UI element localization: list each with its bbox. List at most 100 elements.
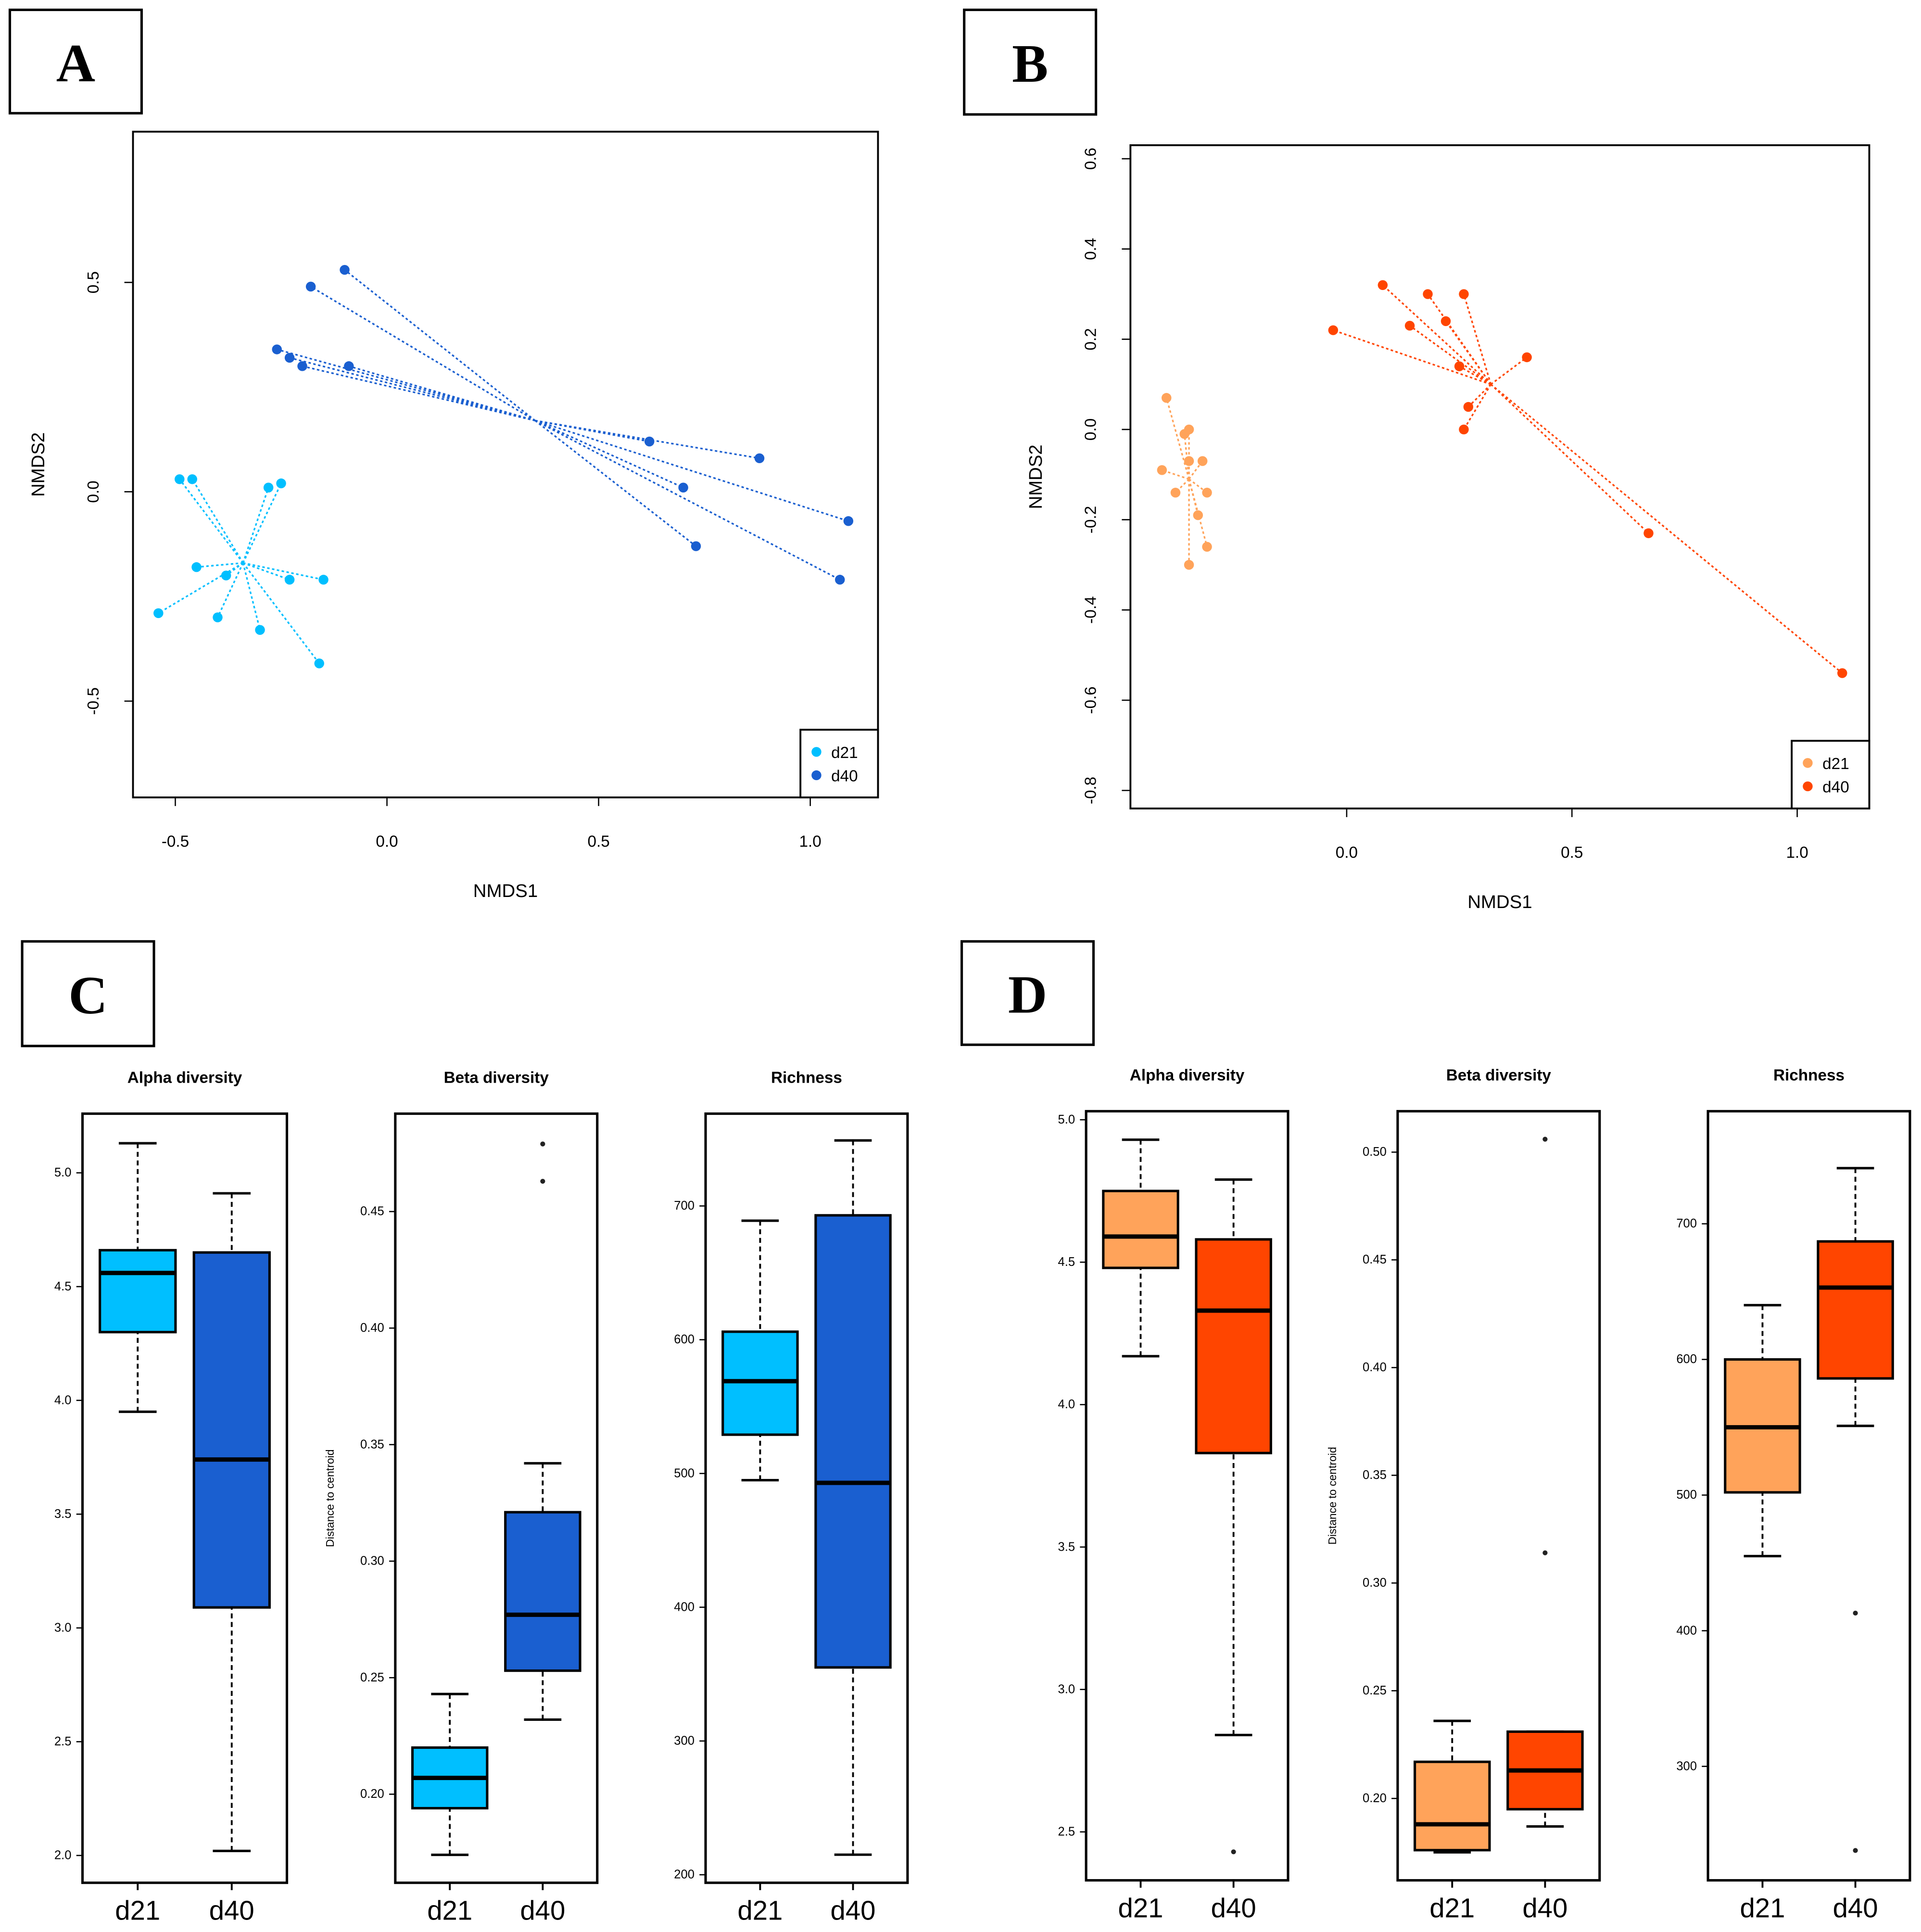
x-tick-label: d40 (1522, 1893, 1567, 1923)
y-tick-label: 200 (674, 1868, 695, 1881)
spider-line-d21 (226, 562, 244, 576)
panel-label-box (8, 8, 143, 114)
outlier-point (1231, 1849, 1236, 1855)
y-tick-label: 0.5 (85, 271, 102, 293)
legend-marker-d21 (811, 747, 821, 757)
point-d21 (1202, 542, 1212, 552)
plot-frame (1129, 144, 1870, 809)
point-d40 (1423, 289, 1433, 299)
legend-marker-d21 (1803, 758, 1813, 768)
point-d40 (272, 344, 282, 354)
point-d21 (213, 612, 223, 622)
boxplot-D-beta-diversity: Beta diversity 0.20 0.25 0.30 0.35 0.40 0.45 0.… (1326, 1066, 1601, 1923)
plot-frame (704, 1112, 909, 1884)
point-d40 (284, 353, 295, 363)
outlier-point (1542, 1550, 1548, 1555)
panel-label-A: A (8, 8, 143, 114)
point-d40 (843, 516, 854, 526)
point-d21 (221, 570, 231, 581)
spider-line-d21 (242, 562, 324, 581)
y-tick-label: 0.45 (360, 1205, 384, 1218)
box-d40 (192, 1251, 271, 1609)
legend-label-d21: d21 (831, 744, 858, 762)
panel-label-text: D (1008, 965, 1047, 1025)
y-tick-label: 300 (1676, 1759, 1697, 1773)
y-tick-label: -0.4 (1082, 596, 1100, 624)
point-d40 (305, 281, 316, 292)
y-tick-label: 2.5 (54, 1735, 72, 1748)
y-tick-label: 400 (674, 1600, 695, 1614)
spider-line-d40 (1463, 294, 1492, 385)
x-tick-label: 0.0 (1336, 844, 1358, 861)
y-tick-label: 400 (1676, 1624, 1697, 1637)
legend-box (1791, 740, 1870, 809)
y-tick-label: 2.0 (54, 1849, 72, 1862)
point-d40 (297, 361, 307, 371)
panel-label-box (21, 940, 155, 1048)
point-d40 (835, 575, 845, 585)
outlier-point (540, 1141, 545, 1147)
y-tick-label: 700 (674, 1199, 695, 1212)
spider-line-d21 (1165, 397, 1190, 480)
point-d21 (1184, 456, 1194, 466)
y-tick-label: 0.0 (85, 480, 102, 503)
spider-line-d21 (242, 563, 261, 631)
spider-line-d40 (1467, 383, 1491, 408)
outlier-point (540, 1178, 545, 1184)
spider-line-d40 (1463, 384, 1492, 430)
y-tick-label: 500 (674, 1466, 695, 1480)
point-d21 (175, 474, 185, 484)
y-tick-label: 500 (1676, 1488, 1697, 1502)
point-d21 (153, 608, 164, 619)
point-d40 (644, 436, 655, 447)
panel-label-D: D (960, 940, 1095, 1046)
y-tick-label: 600 (674, 1333, 695, 1346)
x-tick-label: d21 (115, 1895, 160, 1925)
point-d40 (1459, 424, 1469, 435)
panel-label-text: B (1012, 34, 1048, 94)
point-d21 (1170, 488, 1181, 498)
y-axis-label: Distance to centroid (1326, 1447, 1339, 1544)
y-tick-label: 3.0 (54, 1621, 72, 1634)
spider-line-d40 (534, 419, 684, 489)
y-tick-label: 0.35 (360, 1438, 384, 1451)
box-d21 (99, 1249, 177, 1334)
spider-line-d21 (1188, 478, 1208, 493)
plot-title: Alpha diversity (1130, 1066, 1245, 1084)
y-tick-label: 4.5 (54, 1280, 72, 1293)
point-d21 (1202, 488, 1212, 498)
y-tick-label: 3.0 (1058, 1682, 1075, 1696)
spider-line-d40 (535, 419, 849, 522)
point-d21 (1193, 510, 1203, 520)
x-tick-label: d40 (1833, 1893, 1878, 1923)
spider-line-d21 (242, 562, 320, 664)
panel-label-B: B (963, 8, 1098, 116)
boxplot-C-alpha-diversity: Alpha diversity 2.0 2.5 3.0 3.5 4.0 4.5 5.0 d21 d… (54, 1069, 289, 1925)
x-tick-label: d40 (520, 1895, 565, 1925)
boxplot-C-richness: Richness 200 300 400 500 600 700 d21 d40 (674, 1069, 909, 1925)
spider-line-d40 (534, 420, 697, 547)
y-tick-label: 4.0 (1058, 1398, 1075, 1411)
spider-line-d21 (191, 479, 244, 564)
box-d21 (1102, 1189, 1179, 1269)
legend-label-d40: d40 (1822, 779, 1849, 796)
spider-line-d40 (302, 365, 535, 422)
x-tick-label: d21 (1740, 1893, 1785, 1923)
x-tick-label: 1.0 (1786, 844, 1808, 861)
spider-line-d40 (1490, 356, 1528, 385)
x-tick-label: d21 (1429, 1893, 1475, 1923)
y-tick-label: 0.50 (1363, 1145, 1387, 1159)
outlier-point (1853, 1848, 1858, 1853)
y-axis-label: NMDS2 (1025, 444, 1046, 509)
y-tick-label: 0.4 (1082, 238, 1100, 260)
plot-title: Alpha diversity (127, 1069, 242, 1087)
y-tick-label: 0.40 (1363, 1361, 1387, 1374)
y-tick-label: -0.8 (1082, 777, 1100, 804)
panel-label-C: C (21, 940, 155, 1048)
y-tick-label: 3.5 (54, 1507, 72, 1521)
point-d21 (284, 575, 295, 585)
point-d40 (678, 482, 688, 492)
y-axis-label: NMDS2 (28, 432, 49, 497)
